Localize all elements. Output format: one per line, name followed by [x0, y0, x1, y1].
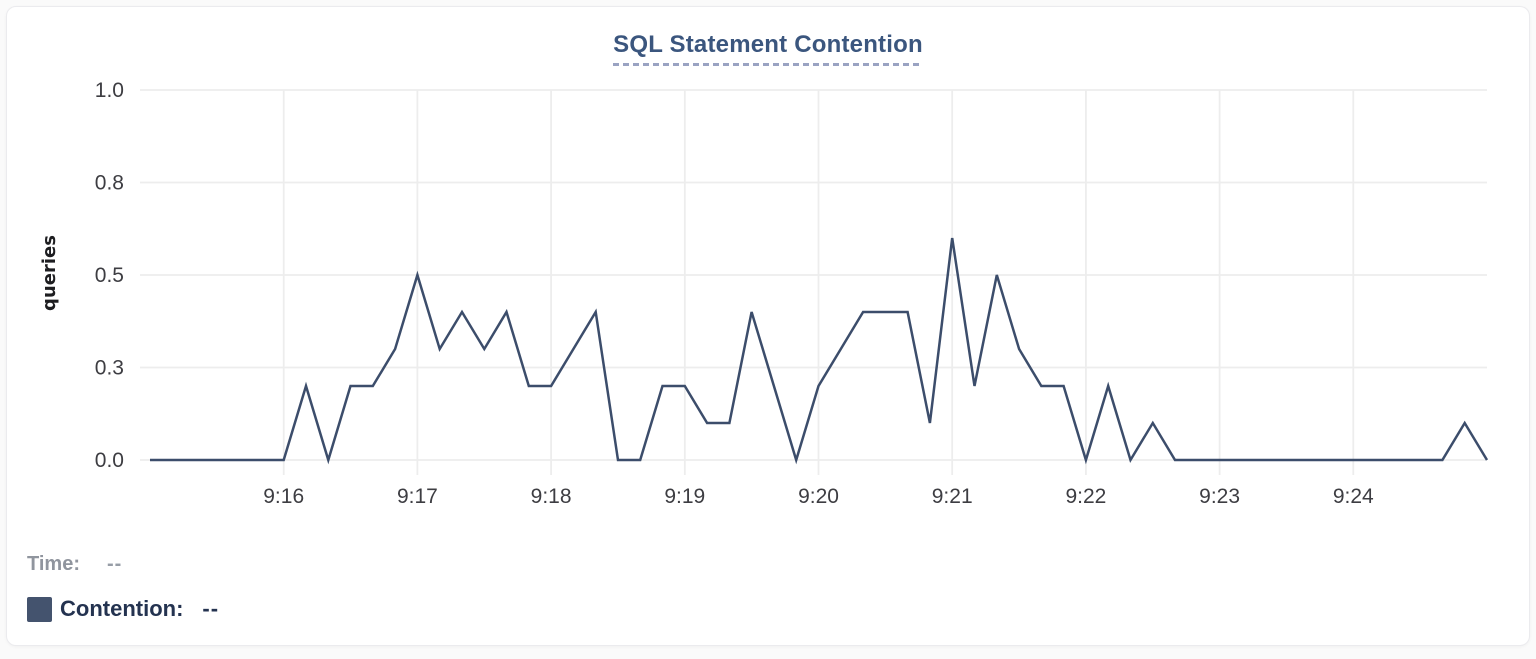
y-tick-label: 0.8: [95, 172, 124, 195]
y-tick-label: 1.0: [95, 79, 124, 102]
y-tick-label: 0.0: [95, 449, 124, 472]
contention-series-swatch: [27, 597, 52, 622]
x-tick-label: 9:18: [531, 485, 572, 508]
contention-label: Contention:: [60, 596, 183, 622]
chart-card: SQL Statement Contention 0.0 0.3 0.5 0.8 1.0…: [6, 6, 1530, 646]
x-tick-label: 9:24: [1333, 485, 1374, 508]
title-underline-dashes: [613, 63, 923, 66]
x-tick-label: 9:22: [1065, 485, 1106, 508]
y-tick-label: 0.5: [95, 264, 124, 287]
x-tick-label: 9:16: [263, 485, 304, 508]
y-tick-label: 0.3: [95, 357, 124, 380]
hover-readout-contention: Contention: --: [27, 596, 219, 622]
x-tick-label: 9:17: [397, 485, 438, 508]
hover-readout-time: Time: --: [27, 553, 122, 576]
y-axis-title: queries: [39, 235, 60, 311]
contention-line-chart[interactable]: 0.0 0.3 0.5 0.8 1.0 9:16 9:17 9:18 9:19 9:20 9:21 9…: [7, 7, 1536, 659]
time-label: Time:: [27, 553, 80, 576]
x-tick-label: 9:21: [932, 485, 973, 508]
contention-value: --: [202, 596, 219, 622]
chart-header: SQL Statement Contention: [7, 31, 1529, 66]
chart-title[interactable]: SQL Statement Contention: [610, 31, 926, 66]
x-tick-label: 9:23: [1199, 485, 1240, 508]
time-value: --: [107, 553, 122, 576]
x-tick-label: 9:20: [798, 485, 839, 508]
chart-title-text: SQL Statement Contention: [613, 31, 923, 59]
x-tick-label: 9:19: [664, 485, 705, 508]
